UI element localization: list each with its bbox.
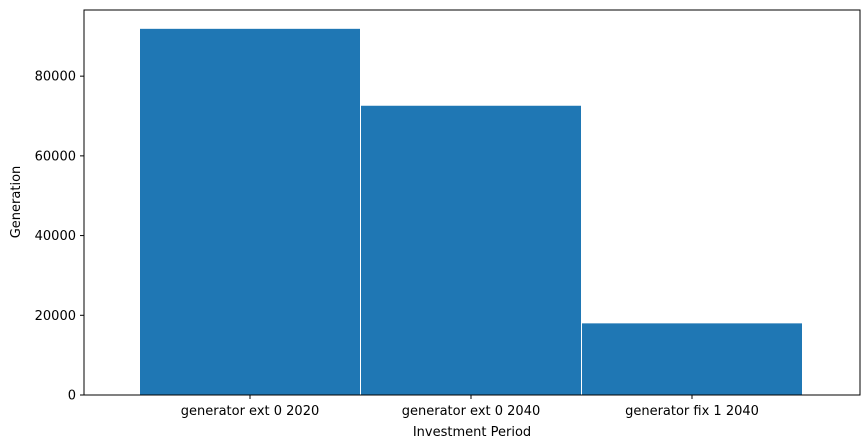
y-tick-label-5: 80000 [35,70,76,85]
y-tick-label-2: 20000 [35,309,76,324]
x-axis: generator ext 0 2020 generator ext 0 2040… [181,395,759,419]
y-axis-label: Generation [9,166,24,239]
bar-2 [360,104,582,396]
x-axis-label: Investment Period [413,425,531,440]
bar-3 [581,322,803,396]
plot-frame [83,9,861,396]
bars-group [139,27,803,396]
y-tick-label-4: 60000 [35,149,76,164]
y-axis: 0 20000 40000 60000 80000 [35,70,84,404]
x-tick-label-3: generator fix 1 2040 [625,404,759,419]
y-tick-label-1: 0 [68,389,76,404]
x-tick-label-1: generator ext 0 2020 [181,404,320,419]
x-tick-label-2: generator ext 0 2040 [402,404,541,419]
bar-1 [139,27,361,396]
y-tick-label-3: 40000 [35,229,76,244]
